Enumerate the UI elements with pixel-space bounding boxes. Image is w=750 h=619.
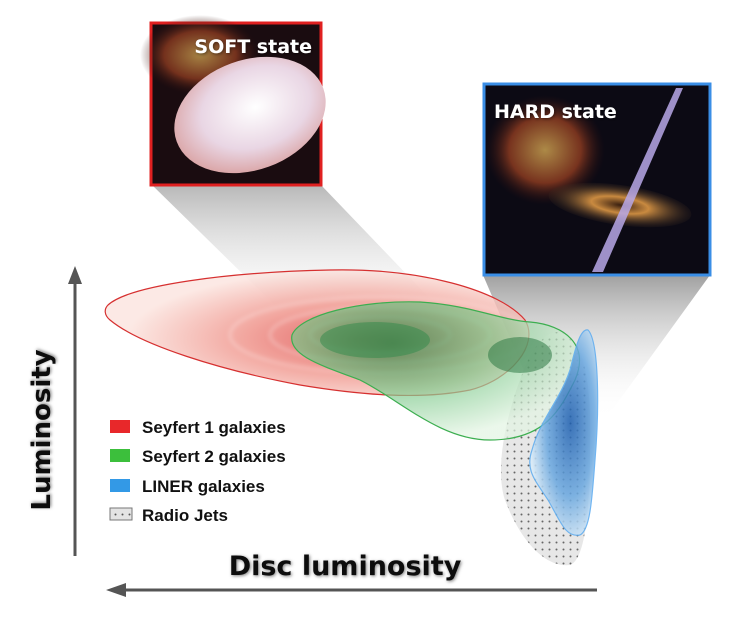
liner-contours bbox=[529, 329, 599, 536]
jet bbox=[592, 88, 683, 272]
y-axis bbox=[68, 266, 82, 556]
arrow-left-icon bbox=[106, 583, 126, 597]
legend-item-radio-jets: Radio Jets bbox=[109, 506, 228, 525]
legend-label: Seyfert 2 galaxies bbox=[142, 447, 286, 466]
x-axis-label: Disc luminosity bbox=[229, 551, 462, 582]
x-axis bbox=[106, 583, 597, 597]
hard-state-panel: HARD state bbox=[482, 82, 712, 277]
arrow-up-icon bbox=[68, 266, 82, 284]
accretion-disc-hard bbox=[548, 182, 692, 228]
legend-label: LINER galaxies bbox=[142, 477, 265, 496]
soft-state-panel: SOFT state bbox=[140, 15, 326, 187]
soft-state-title: SOFT state bbox=[194, 36, 312, 58]
legend-item-seyfert-1: Seyfert 1 galaxies bbox=[110, 418, 286, 437]
legend-label: Seyfert 1 galaxies bbox=[142, 418, 286, 437]
hard-state-title: HARD state bbox=[494, 101, 617, 123]
y-axis-label: Luminosity bbox=[27, 349, 57, 510]
legend-item-liner: LINER galaxies bbox=[110, 477, 265, 496]
legend-item-seyfert-2: Seyfert 2 galaxies bbox=[110, 447, 286, 466]
legend-label: Radio Jets bbox=[142, 506, 228, 525]
legend: Seyfert 1 galaxies Seyfert 2 galaxies LI… bbox=[109, 418, 286, 525]
seyfert-2-contours bbox=[291, 301, 580, 441]
accretion-disc-soft bbox=[174, 56, 326, 174]
